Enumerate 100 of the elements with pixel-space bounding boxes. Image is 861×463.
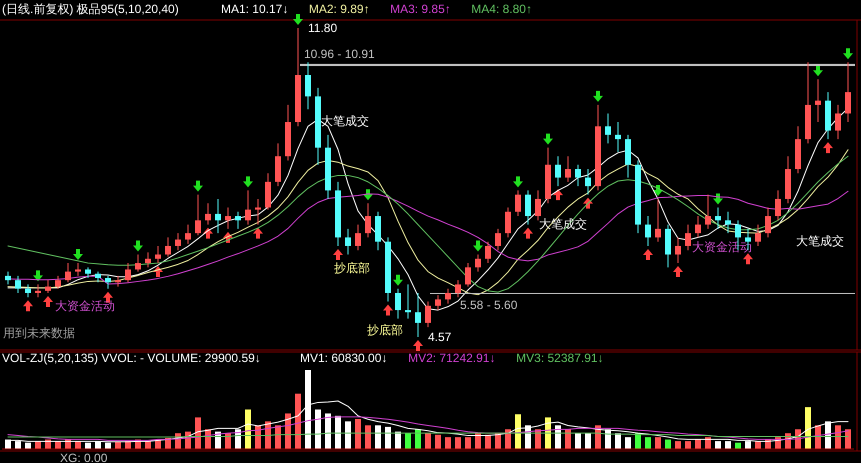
- bar: [375, 425, 381, 449]
- band-label: 10.96 - 10.91: [304, 46, 376, 61]
- text: MV2: 71242.91↓: [408, 351, 496, 365]
- band-label: 5.58 - 5.60: [460, 298, 518, 312]
- bar: [515, 414, 521, 449]
- bar: [295, 394, 301, 449]
- bar: [355, 418, 361, 449]
- bar: [195, 417, 201, 449]
- annotation: 抄底部: [334, 261, 370, 275]
- bar: [625, 437, 631, 449]
- candlestick: [505, 207, 511, 238]
- candlestick: [775, 190, 781, 221]
- candlestick: [135, 254, 141, 272]
- candlestick: [655, 198, 661, 242]
- candlestick: [345, 228, 351, 256]
- candlestick: [585, 168, 591, 196]
- candlestick: [205, 202, 211, 226]
- bar: [405, 433, 411, 449]
- annotation: 大资金活动: [55, 299, 115, 313]
- candlestick: [75, 262, 81, 276]
- candlestick: [565, 156, 571, 182]
- candlestick: [95, 271, 101, 283]
- candlestick: [485, 241, 491, 264]
- candlestick: [555, 156, 561, 187]
- annotation: 大笔成交: [321, 114, 369, 128]
- candlestick: [355, 224, 361, 251]
- candlestick: [85, 266, 91, 279]
- candlestick: [15, 275, 21, 294]
- candlestick: [615, 122, 621, 152]
- candlestick: [705, 194, 711, 230]
- candlestick: [165, 236, 171, 258]
- bar: [685, 441, 691, 449]
- candlestick: [215, 198, 221, 234]
- bar: [385, 426, 391, 449]
- candlestick: [245, 190, 251, 226]
- candlestick: [715, 207, 721, 230]
- bar: [465, 437, 471, 449]
- candlestick: [305, 62, 311, 110]
- bar: [805, 407, 811, 449]
- candlestick: [575, 164, 581, 187]
- candlestick: [395, 288, 401, 320]
- annotation: 大笔成交: [796, 234, 844, 248]
- bar: [325, 413, 331, 449]
- candlestick: [45, 280, 51, 294]
- bar: [735, 442, 741, 449]
- candlestick: [195, 194, 201, 236]
- bar: [845, 429, 851, 449]
- candlestick: [125, 262, 131, 283]
- candlestick: [645, 216, 651, 246]
- bar: [445, 437, 451, 449]
- bar: [665, 440, 671, 449]
- annotation: 用到未来数据: [3, 326, 75, 340]
- candlestick: [675, 236, 681, 264]
- bar: [415, 429, 421, 449]
- candlestick: [105, 275, 111, 290]
- bar: [575, 433, 581, 449]
- candlestick: [405, 284, 411, 320]
- bar: [365, 425, 371, 449]
- annotation: 抄底部: [367, 323, 403, 337]
- candlestick: [495, 228, 501, 251]
- candlestick: [685, 224, 691, 251]
- candlestick: [605, 112, 611, 144]
- bar: [345, 421, 351, 449]
- text: MA3: 9.85↑: [390, 2, 451, 16]
- annotation: 11.80: [308, 21, 338, 35]
- candlestick: [725, 211, 731, 234]
- candlestick: [145, 252, 151, 268]
- chart-title: (日线.前复权) 极品95(5,10,20,40): [2, 2, 179, 16]
- candlestick: [25, 284, 31, 298]
- bar: [655, 437, 661, 449]
- bar: [675, 441, 681, 449]
- text: MA2: 9.89↑: [308, 2, 370, 16]
- bar: [335, 416, 341, 449]
- candlestick: [65, 262, 71, 283]
- text: MV3: 52387.91↓: [516, 351, 604, 365]
- candlestick: [435, 294, 441, 311]
- candlestick: [35, 284, 41, 298]
- candlestick: [225, 207, 231, 230]
- bar: [285, 413, 291, 449]
- chart-title: VOL-ZJ(5,20,135) VVOL: - VOLUME: 29900.59↓: [2, 351, 261, 365]
- bar: [245, 410, 251, 449]
- candlestick: [695, 216, 701, 238]
- candlestick: [515, 190, 521, 217]
- bar: [565, 429, 571, 449]
- text: MA4: 8.80↑: [471, 2, 532, 16]
- candlestick: [365, 202, 371, 238]
- bar: [585, 433, 591, 449]
- candlestick: [425, 301, 431, 328]
- candlestick: [5, 271, 11, 285]
- candlestick: [235, 211, 241, 230]
- candlestick: [765, 207, 771, 238]
- candlestick: [525, 190, 531, 226]
- candlestick: [185, 224, 191, 244]
- bar: [435, 434, 441, 449]
- bar: [455, 437, 461, 449]
- bar: [395, 432, 401, 449]
- text: XG: 0.00: [60, 451, 108, 463]
- bar: [425, 433, 431, 449]
- annotation: 4.57: [428, 330, 452, 344]
- candlestick: [465, 262, 471, 288]
